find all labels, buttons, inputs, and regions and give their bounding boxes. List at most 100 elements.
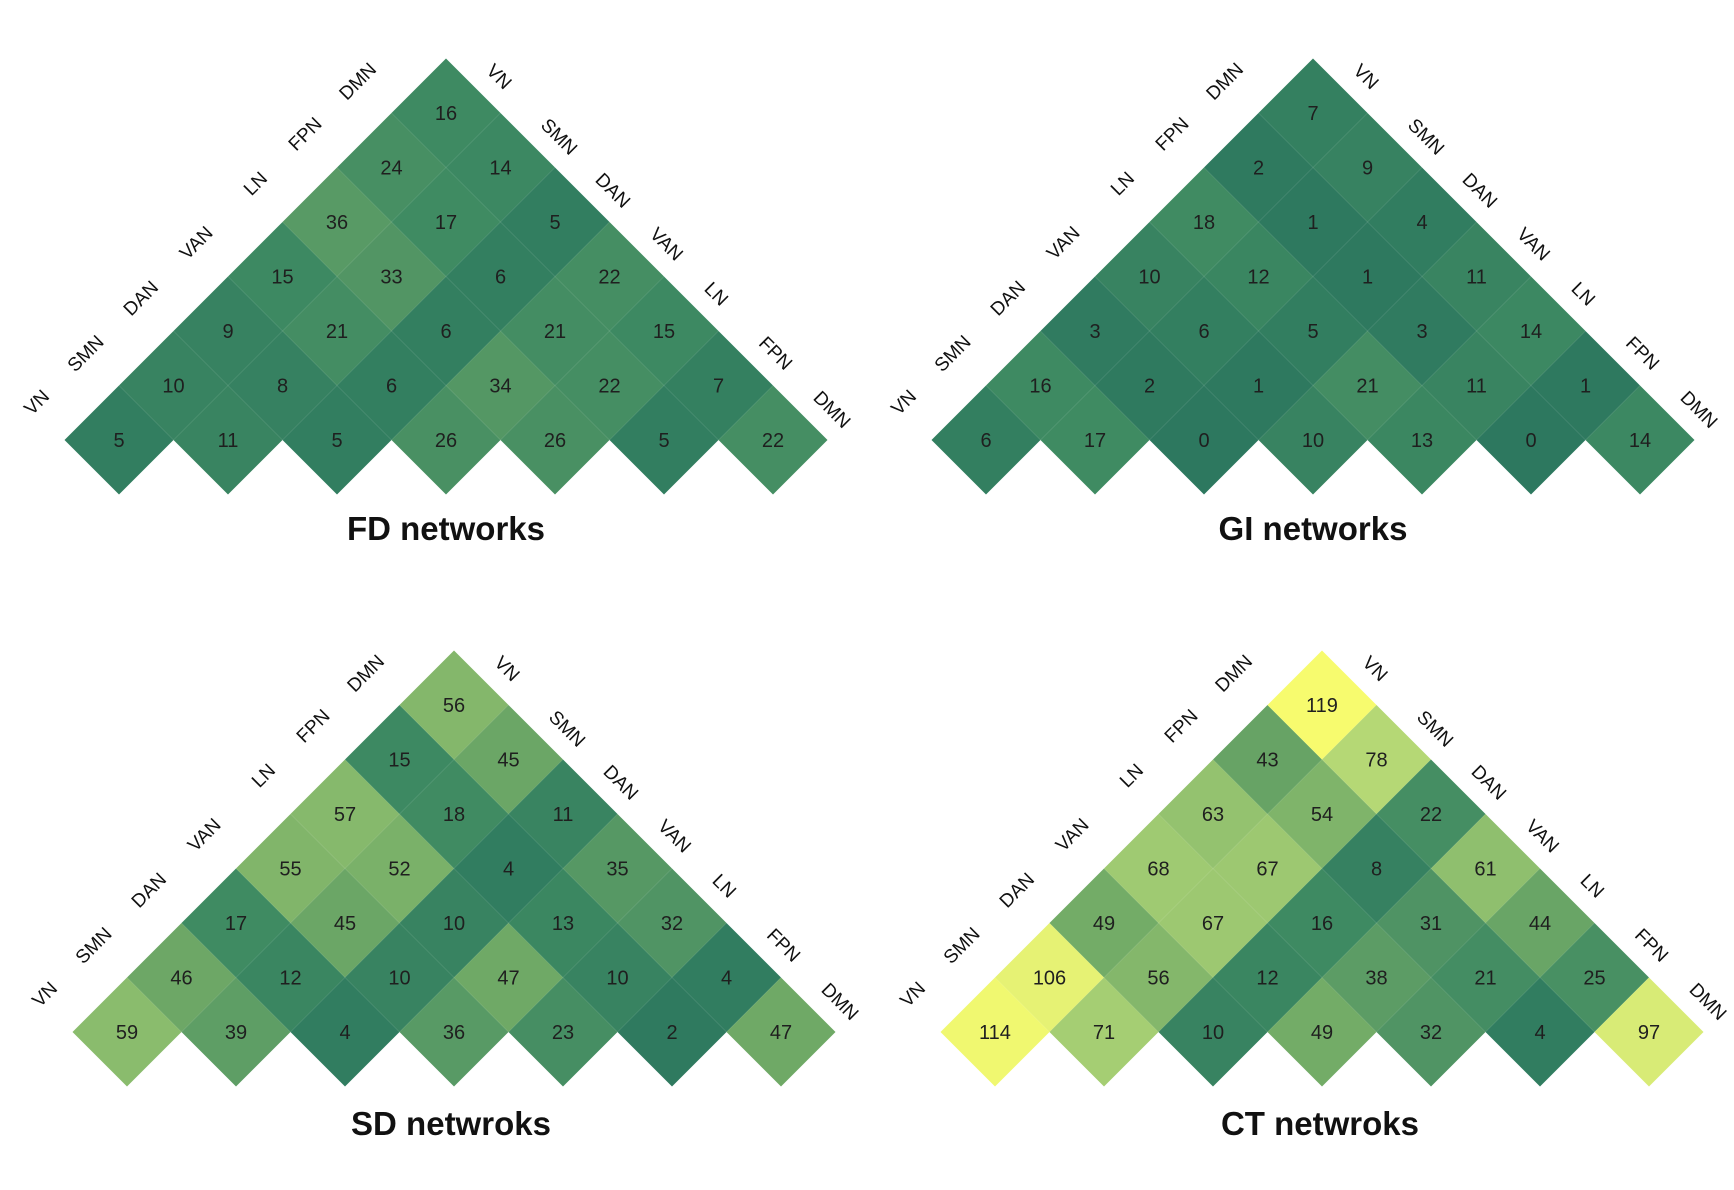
cell-value-label: 4: [339, 1022, 350, 1044]
row-label: SMN: [940, 924, 985, 969]
cell-value-label: 47: [770, 1022, 792, 1044]
cell-value-label: 47: [497, 968, 519, 990]
row-label: SMN: [931, 332, 976, 377]
cell-value-label: 5: [1307, 321, 1318, 343]
column-label: LN: [1567, 278, 1599, 310]
cell-value-label: 13: [1411, 430, 1433, 452]
row-label: DAN: [987, 277, 1030, 320]
row-label: DMN: [1212, 651, 1257, 696]
cell-value-label: 0: [1525, 430, 1536, 452]
row-label: LN: [248, 760, 280, 792]
cell-value-label: 6: [980, 430, 991, 452]
cell-value-label: 67: [1202, 913, 1224, 935]
cell-value-label: 22: [598, 267, 620, 289]
cell-value-label: 54: [1311, 804, 1333, 826]
cell-value-label: 57: [334, 804, 356, 826]
heatmap-0: 5 10 11 9 8 5 15 21 6 26 36 33 6 34 26 24 17 6 21 22 5 16 14 5 2…: [21, 58, 854, 547]
column-label: VAN: [1512, 224, 1553, 265]
column-label: LN: [708, 870, 740, 902]
cell-value-label: 16: [1029, 376, 1051, 398]
cell-value-label: 22: [1420, 804, 1442, 826]
column-label: SMN: [544, 707, 589, 752]
cell-value-label: 119: [1306, 695, 1338, 717]
cell-value-label: 7: [1307, 103, 1318, 125]
cell-value-label: 11: [218, 430, 239, 452]
cell-value-label: 34: [489, 376, 511, 398]
chart-title: GI networks: [1219, 510, 1408, 547]
cell-value-label: 56: [443, 695, 465, 717]
column-label: VN: [490, 652, 524, 686]
cell-value-label: 11: [1466, 376, 1487, 398]
cell-value-label: 10: [443, 913, 465, 935]
row-label: LN: [1107, 168, 1139, 200]
cell-value-label: 1: [1580, 376, 1591, 398]
row-label: VAN: [184, 815, 225, 856]
cell-value-label: 3: [1089, 321, 1100, 343]
row-label: SMN: [72, 924, 117, 969]
cell-value-label: 1: [1253, 376, 1264, 398]
column-label: LN: [1576, 870, 1608, 902]
cell-value-label: 1: [1362, 267, 1373, 289]
cell-value-label: 11: [1466, 267, 1487, 289]
column-label: FPN: [754, 333, 796, 375]
chart-title: FD networks: [347, 510, 545, 547]
cell-value-label: 45: [497, 750, 519, 772]
row-label: VN: [888, 386, 922, 420]
cell-value-label: 5: [331, 430, 342, 452]
heatmap-2: 59 46 39 17 12 4 55 45 10 36 57 52 10 47 23 15 18 4 13 10 2 5…: [29, 650, 862, 1142]
heatmap-cell: [1585, 385, 1695, 495]
cell-value-label: 4: [503, 859, 514, 881]
cell-value-label: 21: [1356, 376, 1378, 398]
column-label: DAN: [1467, 761, 1510, 804]
heatmap-cell: [726, 977, 836, 1087]
cell-value-label: 43: [1256, 750, 1278, 772]
cell-value-label: 52: [388, 859, 410, 881]
cell-value-label: 16: [435, 103, 457, 125]
cell-value-label: 0: [1198, 430, 1209, 452]
cell-value-label: 1: [1307, 212, 1318, 234]
column-label: DMN: [817, 979, 862, 1024]
cell-value-label: 49: [1311, 1022, 1333, 1044]
row-label: FPN: [285, 114, 327, 156]
cell-value-label: 31: [1420, 913, 1442, 935]
cell-value-label: 17: [435, 212, 457, 234]
cell-value-label: 15: [271, 267, 293, 289]
column-label: VAN: [653, 816, 694, 857]
cell-value-label: 68: [1147, 859, 1169, 881]
cell-value-label: 9: [1362, 158, 1373, 180]
cell-value-label: 36: [443, 1022, 465, 1044]
cell-value-label: 78: [1365, 750, 1387, 772]
heatmap-1: 6161732010611018125211321131107941114114…: [888, 58, 1721, 547]
cell-value-label: 26: [435, 430, 457, 452]
cell-value-label: 17: [225, 913, 247, 935]
row-label: DAN: [120, 277, 163, 320]
cell-value-label: 45: [334, 913, 356, 935]
cell-value-label: 24: [380, 158, 402, 180]
cell-value-label: 10: [388, 968, 410, 990]
cell-value-label: 5: [549, 212, 560, 234]
cell-value-label: 32: [661, 913, 683, 935]
row-label: VAN: [1052, 815, 1093, 856]
column-label: SMN: [536, 115, 581, 160]
cell-value-label: 26: [544, 430, 566, 452]
cell-value-label: 16: [1311, 913, 1333, 935]
cell-value-label: 23: [552, 1022, 574, 1044]
column-label: LN: [700, 278, 732, 310]
cell-value-label: 35: [606, 859, 628, 881]
cell-value-label: 5: [113, 430, 124, 452]
row-label: LN: [240, 168, 272, 200]
row-label: FPN: [1152, 114, 1194, 156]
cell-value-label: 5: [658, 430, 669, 452]
cell-value-label: 67: [1256, 859, 1278, 881]
cell-value-label: 6: [495, 267, 506, 289]
cell-value-label: 2: [1144, 376, 1155, 398]
chart-title: SD netwroks: [351, 1105, 551, 1142]
cell-value-label: 33: [380, 267, 402, 289]
row-label: DMN: [1203, 59, 1248, 104]
cell-value-label: 10: [1202, 1022, 1224, 1044]
column-label: DMN: [1685, 979, 1730, 1024]
cell-value-label: 14: [1629, 430, 1651, 452]
row-label: DMN: [336, 59, 381, 104]
cell-value-label: 12: [1247, 267, 1269, 289]
